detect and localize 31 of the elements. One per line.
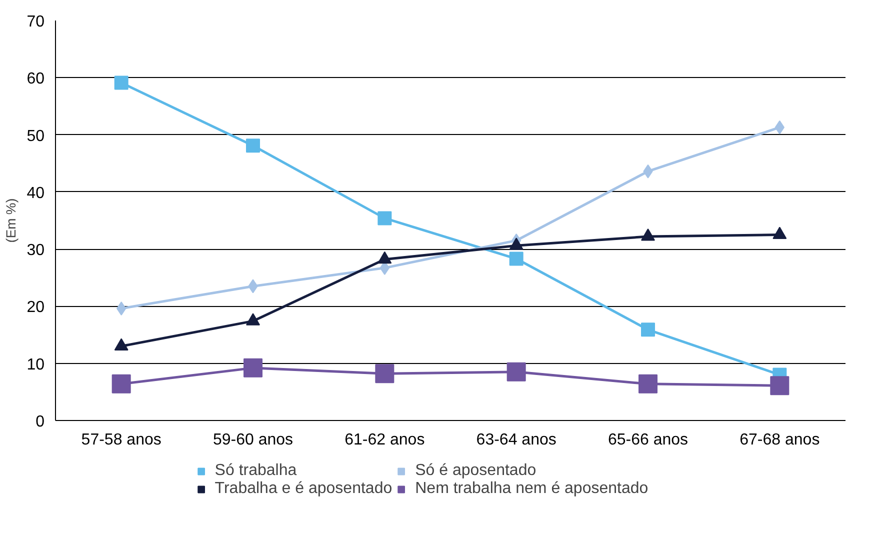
x-tick-label: 67-68 anos bbox=[740, 432, 820, 448]
y-tick-label: 70 bbox=[26, 14, 45, 30]
x-tick-label: 65-66 anos bbox=[608, 432, 688, 448]
point bbox=[378, 211, 392, 226]
point bbox=[246, 138, 260, 153]
legend-label: Nem trabalha nem é aposentado bbox=[415, 480, 648, 498]
y-tick-label: 40 bbox=[26, 184, 45, 202]
y-tick-label: 20 bbox=[26, 299, 45, 316]
point bbox=[506, 362, 526, 382]
x-tick-label: 61-62 anos bbox=[344, 432, 425, 448]
point bbox=[114, 76, 128, 90]
point bbox=[375, 364, 394, 384]
y-tick-label: 0 bbox=[36, 414, 45, 430]
x-tick-label: 57-58 anos bbox=[81, 432, 162, 448]
legend-label: Só trabalha bbox=[214, 462, 297, 480]
y-tick-label: 50 bbox=[26, 128, 45, 145]
point bbox=[770, 376, 790, 396]
y-tick-label: 30 bbox=[26, 242, 45, 260]
x-tick-label: 59-60 anos bbox=[212, 432, 294, 448]
point bbox=[112, 374, 131, 394]
legend-label: Trabalha e é aposentado bbox=[214, 480, 392, 498]
x-tick-label: 63-64 anos bbox=[476, 432, 556, 448]
y-tick-label: 10 bbox=[26, 356, 45, 374]
point bbox=[116, 302, 126, 316]
y-axis-title: (Em %) bbox=[4, 198, 19, 243]
y-tick-label: 60 bbox=[26, 70, 45, 88]
point bbox=[638, 374, 658, 394]
legend-label: Só é aposentado bbox=[415, 462, 536, 480]
point bbox=[509, 252, 524, 266]
point bbox=[244, 358, 262, 378]
point bbox=[641, 322, 655, 337]
